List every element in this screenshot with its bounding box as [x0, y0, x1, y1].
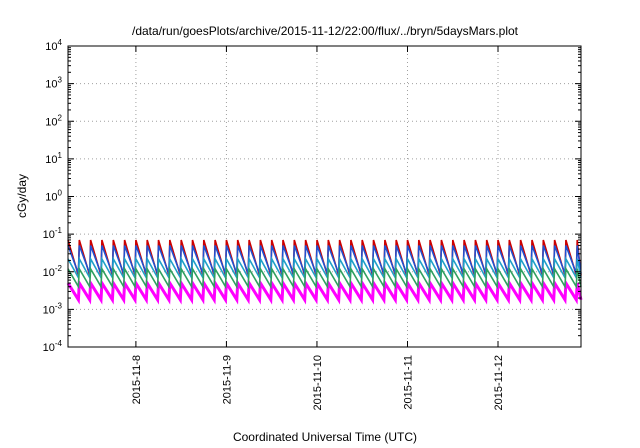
y-tick-label: 102 — [45, 113, 62, 128]
axis-ticks — [68, 45, 581, 348]
chart-title: /data/run/goesPlots/archive/2015-11-12/2… — [132, 24, 519, 38]
y-tick-label: 103 — [45, 76, 62, 91]
x-tick-label: 2015-11-12 — [493, 355, 505, 410]
y-tick-label: 10-3 — [43, 301, 63, 316]
y-tick-label: 100 — [45, 189, 62, 204]
x-tick-label: 2015-11-8 — [131, 355, 143, 404]
y-tick-labels: 10-4 10-3 10-2 10-1 100 101 102 103 104 — [43, 38, 63, 354]
y-tick-label: 104 — [45, 38, 62, 53]
y-tick-label: 10-1 — [43, 226, 63, 241]
y-tick-label: 10-2 — [43, 264, 63, 279]
x-tick-labels: 2015-11-8 2015-11-9 2015-11-10 2015-11-11 20… — [131, 355, 505, 410]
plot-series — [66, 239, 583, 305]
x-tick-label: 2015-11-11 — [402, 355, 414, 410]
x-axis-label: Coordinated Universal Time (UTC) — [233, 430, 417, 444]
y-axis-label: cGy/day — [15, 174, 29, 218]
x-tick-label: 2015-11-10 — [312, 355, 324, 410]
series-line-5 — [67, 266, 582, 290]
y-tick-label: 10-4 — [43, 339, 63, 354]
x-tick-label: 2015-11-9 — [221, 355, 233, 404]
y-tick-label: 101 — [45, 151, 62, 166]
grid — [68, 46, 581, 347]
